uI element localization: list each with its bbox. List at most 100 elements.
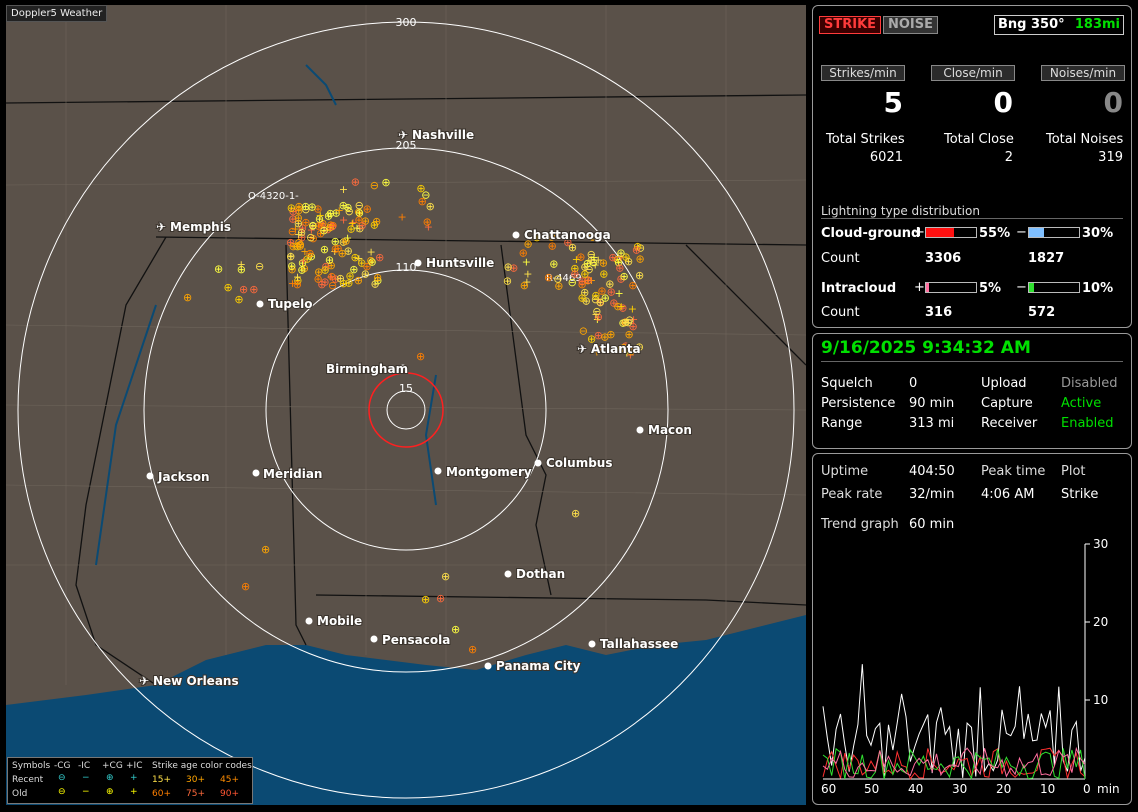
- strike-marker: ⊕: [618, 316, 627, 329]
- strike-marker: ⊖: [636, 242, 645, 255]
- strike-marker: +: [354, 252, 363, 265]
- peak-time-label: Peak time: [981, 464, 1046, 479]
- strike-marker: ⊕: [519, 247, 528, 260]
- strike-marker: ⊕: [298, 222, 307, 235]
- strike-marker: ⊕: [332, 206, 341, 219]
- receiver-value: Enabled: [1061, 416, 1114, 431]
- strike-marker: ⊕: [608, 251, 617, 264]
- strike-marker: ⊕: [375, 251, 384, 264]
- strike-marker: +: [522, 275, 531, 288]
- total-noises: 319: [1098, 150, 1123, 165]
- strike-marker: ⊕: [563, 236, 572, 249]
- city-macon: Macon: [648, 423, 692, 437]
- strike-marker: +: [592, 346, 601, 359]
- trend-series-line: [822, 664, 1086, 778]
- strike-marker: ⊕: [326, 219, 335, 232]
- datetime: 9/16/2025 9:34:32 AM: [821, 338, 1123, 362]
- legend-recent: Recent: [12, 775, 44, 785]
- strike-marker: +: [326, 271, 335, 284]
- y-tick-20: 20: [1093, 615, 1108, 629]
- strike-marker: ⊕: [426, 200, 435, 213]
- strike-marker: ⊕: [599, 256, 608, 269]
- strike-marker: ⊕: [326, 207, 335, 220]
- strike-marker: ⊕: [214, 263, 223, 276]
- strike-button[interactable]: STRIKE: [819, 16, 882, 34]
- lightning-map[interactable]: 300 205 110 15 O-4320-1- R-4469 + ⊕ ⊕ ⊕ + ⊕ ⊕ ⊕…: [6, 5, 806, 805]
- airport-icon: ✈: [139, 674, 149, 688]
- strike-marker: ⊖: [328, 279, 337, 292]
- strike-marker: ⊕: [621, 251, 630, 264]
- ic-plus-pct: 5%: [979, 281, 1002, 296]
- x-tick-0: 0: [1083, 782, 1091, 796]
- legend-age-15: 15+: [152, 775, 171, 785]
- strike-marker: ⊕: [578, 278, 587, 291]
- strikes-rate-label[interactable]: Strikes/min: [821, 65, 905, 81]
- strike-marker: ⊖: [587, 248, 596, 261]
- strike-marker: ⊕: [328, 219, 337, 232]
- strike-marker: ⊕: [594, 329, 603, 342]
- receiver-label: Receiver: [981, 416, 1038, 431]
- distribution-title: Lightning type distribution: [821, 204, 1123, 219]
- range-value: 313 mi: [909, 416, 955, 431]
- ic-minus-count: 572: [1028, 305, 1056, 320]
- strike-marker: +: [522, 256, 531, 269]
- strike-marker: ⊕: [287, 202, 296, 215]
- legend-cg-plus: +CG: [102, 761, 123, 771]
- city-markers: Tupelo Huntsville Chattanooga Birmingham…: [138, 127, 693, 689]
- strike-marker: ⊕: [606, 328, 615, 341]
- x-tick-50: 50: [864, 782, 879, 796]
- strike-marker: ⊕: [617, 342, 626, 355]
- ring-label-205: 205: [396, 139, 417, 152]
- strike-marker: ⊕: [372, 215, 381, 228]
- strike-marker: ⊕: [451, 623, 460, 636]
- strike-marker: ⊖: [288, 225, 297, 238]
- strike-marker: ⊕: [339, 235, 348, 248]
- strike-marker: ⊕: [343, 201, 352, 214]
- trend-value: 60 min: [909, 517, 955, 532]
- strike-marker: +: [339, 214, 348, 227]
- strike-marker: +: [617, 300, 626, 313]
- strike-marker: ⊖: [301, 203, 310, 216]
- strike-marker: ⊕: [320, 276, 329, 289]
- strike-marker: ⊕: [621, 340, 630, 353]
- strike-marker: +: [617, 251, 626, 264]
- strike-marker: ⊕: [423, 216, 432, 229]
- trend-panel: Uptime 404:50 Peak time Plot Peak rate 3…: [812, 453, 1132, 805]
- ic-count-label: Count: [821, 305, 860, 320]
- minus-sign: −: [1016, 225, 1027, 240]
- legend-old: Old: [12, 789, 28, 799]
- total-noises-label: Total Noises: [1046, 132, 1124, 147]
- peak-rate-value: 32/min: [909, 487, 955, 502]
- strike-marker: +: [591, 308, 600, 321]
- plot-value: Strike: [1061, 487, 1099, 502]
- strike-marker: ⊖: [579, 324, 588, 337]
- city-mobile: Mobile: [317, 614, 362, 628]
- strike-marker: ⊕: [616, 273, 625, 286]
- cg-minus-bar: [1028, 227, 1080, 238]
- strike-marker: +: [628, 303, 637, 316]
- strike-marker: ⊕: [418, 195, 427, 208]
- strike-marker: ⊕: [509, 261, 518, 274]
- noise-rate: 0: [1103, 86, 1123, 119]
- strike-marker: ⊕: [629, 320, 638, 333]
- strike-marker: ⊕: [468, 643, 477, 656]
- city-birmingham: Birmingham: [326, 362, 408, 376]
- strike-marker: ⊕: [504, 261, 513, 274]
- noise-button[interactable]: NOISE: [883, 16, 939, 34]
- strike-marker: ⊕: [303, 253, 312, 266]
- strike-marker: ⊕: [635, 269, 644, 282]
- strike-marker: ⊕: [297, 264, 306, 277]
- strike-marker: ⊕: [314, 265, 323, 278]
- strike-marker: ⊕: [568, 241, 577, 254]
- state-borders: [6, 94, 806, 686]
- strike-marker: ⊕: [341, 235, 350, 248]
- strike-marker: ⊕: [288, 263, 297, 276]
- strike-marker: ⊕: [615, 261, 624, 274]
- cg-plus-count: 3306: [925, 251, 962, 266]
- noise-rate-label[interactable]: Noises/min: [1041, 65, 1125, 81]
- close-rate-label[interactable]: Close/min: [931, 65, 1015, 81]
- city-meridian: Meridian: [263, 467, 322, 481]
- legend-age-75: 75+: [186, 789, 205, 799]
- strike-marker: ⊕: [344, 276, 353, 289]
- strike-marker: ⊕: [224, 281, 233, 294]
